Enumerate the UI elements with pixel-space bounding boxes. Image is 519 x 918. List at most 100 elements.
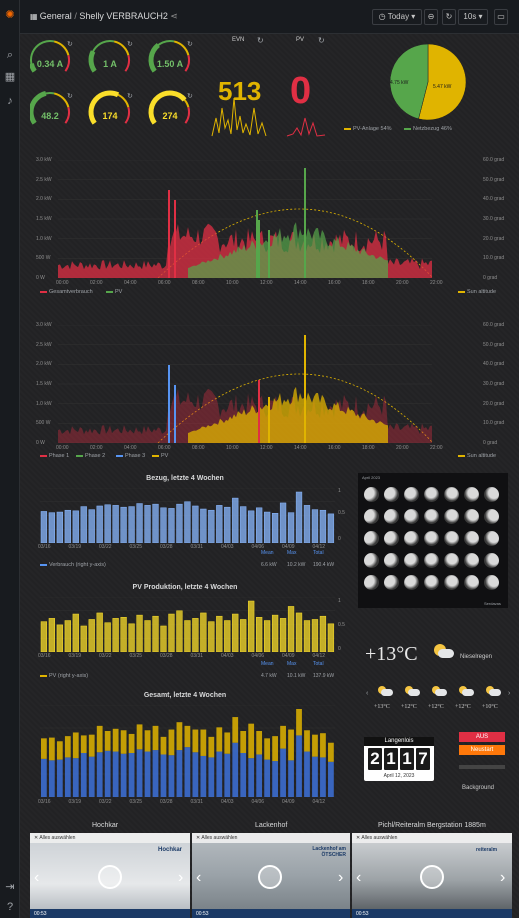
cam2-next-icon[interactable]: › <box>338 869 344 886</box>
chart2-legend-phase2: Phase 2 <box>76 453 105 459</box>
pvprod-bar <box>112 618 119 652</box>
chart1-x-tick: 14:00 <box>294 280 307 286</box>
breadcrumb-dashboard[interactable]: Shelly VERBRAUCH2 <box>79 11 168 21</box>
dashboards-icon[interactable]: ▦ <box>4 71 16 83</box>
chart2-x-tick: 02:00 <box>90 445 103 451</box>
search-icon[interactable]: ⌕ <box>6 49 14 61</box>
moon-phase-icon <box>464 553 479 568</box>
gesamt-pv-bar <box>48 737 55 761</box>
breadcrumb-folder[interactable]: General <box>39 11 72 21</box>
gauge-refresh-icon[interactable]: ↻ <box>187 93 193 100</box>
bezug-bar <box>48 512 55 543</box>
grafana-logo-icon[interactable]: ✺ <box>5 9 15 21</box>
bezug-stat-max: 10.2 kW <box>287 562 306 568</box>
aus-button[interactable]: AUS <box>459 732 505 742</box>
tv-mode-button[interactable]: ▭ <box>494 9 508 25</box>
gauge-refresh-icon[interactable]: ↻ <box>67 41 73 48</box>
moon-phase-icon <box>484 487 499 502</box>
forecast-temp: +12°C <box>401 704 417 710</box>
bezug-bar <box>263 511 271 543</box>
bezug-bar <box>216 505 223 543</box>
pvprod-stat-total: 137.9 kW <box>313 673 335 679</box>
cam2-player[interactable]: ✕ Alles auswählen Lackenhof am ÖTSCHER ‹… <box>192 833 350 918</box>
cam1-play-icon[interactable] <box>98 865 122 889</box>
time-range-picker[interactable]: ◷ Today ▾ <box>372 9 422 25</box>
gauge-value-2: 1 A <box>103 59 117 69</box>
gauge-refresh-icon[interactable]: ↻ <box>127 93 133 100</box>
chart2-spike <box>304 335 306 443</box>
gesamt-pv-bar <box>272 736 278 762</box>
pvprod-legend: PV (right y-axis) <box>40 673 88 679</box>
help-icon[interactable]: ? <box>6 901 14 913</box>
chart2-spike <box>168 365 170 443</box>
refresh-interval-picker[interactable]: 10s ▾ <box>458 9 488 25</box>
bezug-y-1: 1 <box>338 488 341 494</box>
cam1-next-icon[interactable]: › <box>178 869 184 886</box>
pv-sparkline <box>286 117 326 137</box>
close-icon[interactable]: ✕ <box>34 835 40 841</box>
background-label: Background <box>462 785 495 791</box>
cam3-player[interactable]: ✕ Alles auswählen reiteralm ‹ › 00:53 <box>352 833 512 918</box>
clock-digit: 1 <box>384 748 398 770</box>
moon-phase-icon <box>424 509 439 524</box>
time-range-label: Today <box>387 12 410 21</box>
bezug-legend: Verbrauch (right y-axis) <box>40 562 106 568</box>
cam3-play-icon[interactable] <box>420 865 444 889</box>
cam1-bar: 00:53 <box>30 909 190 918</box>
chart2-left-tick: 0 W <box>36 440 45 446</box>
chart1-right-tick: 0 grad <box>483 275 498 281</box>
chart2-x-tick: 20:00 <box>396 445 409 451</box>
pvprod-bar <box>303 620 311 652</box>
moon-phase-icon <box>364 509 379 524</box>
pv-refresh-icon[interactable]: ↻ <box>318 36 325 45</box>
pvprod-bar <box>96 612 103 652</box>
gesamt-bezug-bar <box>160 754 167 797</box>
neustart-button[interactable]: Neustart <box>459 745 505 755</box>
cam3-next-icon[interactable]: › <box>500 869 506 886</box>
pv-area <box>188 222 388 278</box>
gesamt-x-tick: 04/09 <box>282 799 295 805</box>
pvprod-bar <box>176 610 183 652</box>
bezug-bar <box>224 506 231 543</box>
forecast-next-icon[interactable]: › <box>508 690 511 697</box>
breadcrumb-separator: / <box>74 11 77 21</box>
gesamt-pv-bar <box>216 727 223 752</box>
gesamt-pv-bar <box>208 736 215 758</box>
gesamt-pv-bar <box>56 741 63 760</box>
close-icon[interactable]: ✕ <box>356 835 362 841</box>
background-bar <box>459 765 505 769</box>
cam3-prev-icon[interactable]: ‹ <box>356 869 362 886</box>
gesamt-bezug-bar <box>312 756 318 797</box>
moon-phase-icon <box>444 531 459 546</box>
monitor-icon: ▭ <box>497 12 505 21</box>
forecast-cloud-icon <box>459 686 475 697</box>
gauge-refresh-icon[interactable]: ↻ <box>127 41 133 48</box>
moon-phase-icon <box>384 509 399 524</box>
chart2-left-tick: 1.5 kW <box>36 381 52 387</box>
gesamt-bezug-bar <box>41 758 47 797</box>
cam1-prev-icon[interactable]: ‹ <box>34 869 40 886</box>
forecast-prev-icon[interactable]: ‹ <box>366 690 369 697</box>
gauge-refresh-icon[interactable]: ↻ <box>67 93 73 100</box>
evn-refresh-icon[interactable]: ↻ <box>257 36 264 45</box>
moon-phase-icon <box>484 553 499 568</box>
cam1-player[interactable]: ✕ Alles auswählen Hochkar ‹ › 00:53 <box>30 833 190 918</box>
gesamt-x-tick: 03/19 <box>68 799 82 805</box>
bezug-x-tick: 04/06 <box>251 544 265 550</box>
bezug-chart <box>40 488 335 543</box>
gauge-refresh-icon[interactable]: ↻ <box>187 41 193 48</box>
alert-icon[interactable]: ♪ <box>7 95 13 107</box>
gesamt-pv-bar <box>192 729 199 753</box>
sun-altitude-line <box>157 373 432 443</box>
bezug-bar <box>311 509 319 543</box>
cam2-play-icon[interactable] <box>258 865 282 889</box>
refresh-button[interactable]: ↻ <box>442 9 456 25</box>
chart1-left-tick: 3.0 kW <box>36 157 52 163</box>
bezug-bar <box>120 506 127 543</box>
zoom-out-button[interactable]: ⊖ <box>424 9 438 25</box>
close-icon[interactable]: ✕ <box>196 835 202 841</box>
bezug-bar <box>303 505 311 543</box>
share-icon[interactable]: ⋖ <box>170 11 178 21</box>
signin-icon[interactable]: ⇥ <box>5 881 15 893</box>
cam2-prev-icon[interactable]: ‹ <box>196 869 202 886</box>
